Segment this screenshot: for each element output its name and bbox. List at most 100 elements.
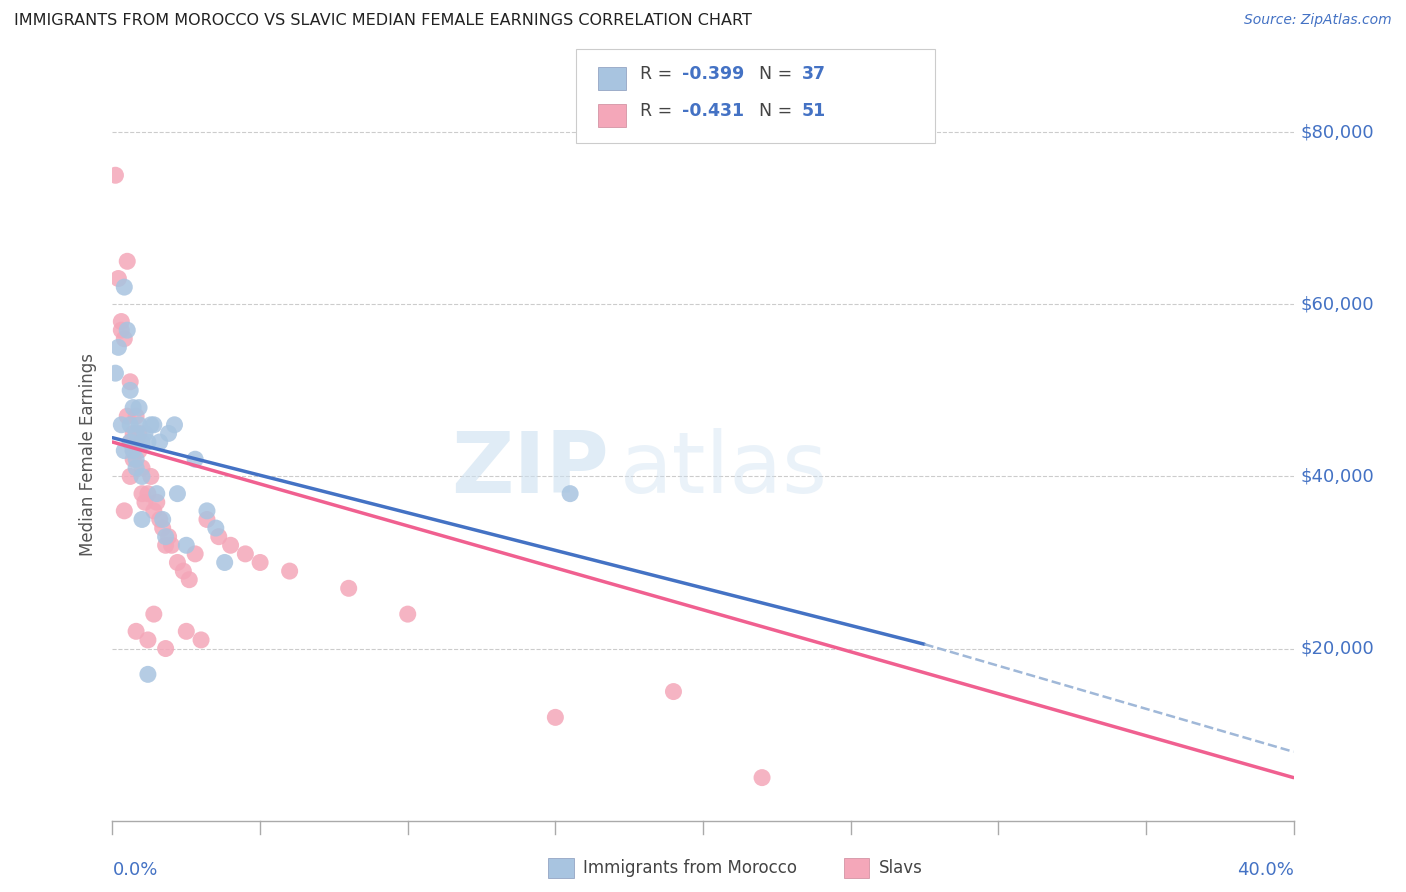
- Text: $80,000: $80,000: [1301, 123, 1374, 141]
- Point: [190, 632, 212, 647]
- Point: [110, 323, 132, 337]
- Point: [160, 538, 183, 552]
- Point: [107, 271, 129, 285]
- Point: [107, 340, 129, 354]
- Point: [120, 384, 142, 398]
- Point: [136, 486, 159, 500]
- Point: [214, 556, 236, 570]
- Text: Slavs: Slavs: [879, 859, 922, 877]
- Point: [139, 469, 162, 483]
- Point: [131, 469, 153, 483]
- Text: ZIP: ZIP: [451, 428, 609, 511]
- Point: [122, 401, 145, 415]
- Point: [112, 504, 135, 518]
- Point: [128, 443, 150, 458]
- Point: [184, 452, 207, 467]
- Point: [149, 435, 172, 450]
- Point: [125, 452, 148, 467]
- Text: $60,000: $60,000: [1301, 295, 1374, 313]
- Point: [142, 607, 165, 621]
- Point: [146, 495, 169, 509]
- Point: [122, 443, 145, 458]
- Point: [163, 417, 186, 432]
- Point: [122, 426, 145, 441]
- Point: [662, 684, 685, 698]
- Point: [128, 426, 150, 441]
- Point: [131, 435, 153, 450]
- Point: [120, 435, 142, 450]
- Point: [104, 366, 127, 380]
- Point: [184, 547, 207, 561]
- Point: [155, 538, 177, 552]
- Point: [131, 460, 153, 475]
- Point: [125, 409, 148, 424]
- Point: [125, 460, 148, 475]
- Point: [337, 582, 360, 596]
- Point: [120, 469, 142, 483]
- Text: IMMIGRANTS FROM MOROCCO VS SLAVIC MEDIAN FEMALE EARNINGS CORRELATION CHART: IMMIGRANTS FROM MOROCCO VS SLAVIC MEDIAN…: [14, 13, 752, 29]
- Point: [128, 401, 150, 415]
- Point: [205, 521, 228, 535]
- Point: [125, 624, 148, 639]
- Point: [155, 641, 177, 656]
- Point: [174, 624, 197, 639]
- Point: [152, 521, 174, 535]
- Point: [208, 530, 231, 544]
- Point: [233, 547, 256, 561]
- Point: [544, 710, 567, 724]
- Text: -0.431: -0.431: [682, 103, 744, 120]
- Point: [136, 435, 159, 450]
- Point: [120, 435, 142, 450]
- Point: [396, 607, 419, 621]
- Point: [120, 417, 142, 432]
- Point: [249, 556, 271, 570]
- Point: [134, 495, 156, 509]
- Point: [751, 771, 773, 785]
- Point: [122, 452, 145, 467]
- Point: [125, 426, 148, 441]
- Point: [117, 323, 138, 337]
- Text: -0.399: -0.399: [682, 65, 744, 83]
- Point: [166, 556, 188, 570]
- Point: [128, 417, 150, 432]
- Point: [131, 512, 153, 526]
- Point: [104, 168, 127, 182]
- Point: [117, 254, 138, 268]
- Point: [112, 443, 135, 458]
- Point: [142, 417, 165, 432]
- Text: $20,000: $20,000: [1301, 640, 1374, 657]
- Point: [122, 443, 145, 458]
- Point: [110, 314, 132, 328]
- Point: [174, 538, 197, 552]
- Text: R =: R =: [640, 65, 678, 83]
- Text: 40.0%: 40.0%: [1237, 861, 1294, 879]
- Point: [195, 504, 218, 518]
- Point: [172, 564, 194, 578]
- Point: [142, 504, 165, 518]
- Point: [166, 486, 188, 500]
- Point: [120, 375, 142, 389]
- Text: Immigrants from Morocco: Immigrants from Morocco: [583, 859, 797, 877]
- Point: [179, 573, 201, 587]
- Point: [139, 417, 162, 432]
- Text: atlas: atlas: [620, 428, 828, 511]
- Point: [157, 426, 180, 441]
- Point: [112, 332, 135, 346]
- Point: [149, 512, 172, 526]
- Point: [117, 409, 138, 424]
- Point: [195, 512, 218, 526]
- Point: [558, 486, 582, 500]
- Point: [278, 564, 301, 578]
- Text: Source: ZipAtlas.com: Source: ZipAtlas.com: [1244, 13, 1392, 28]
- Point: [131, 486, 153, 500]
- Point: [157, 530, 180, 544]
- Text: 51: 51: [801, 103, 825, 120]
- Y-axis label: Median Female Earnings: Median Female Earnings: [79, 353, 97, 557]
- Point: [112, 280, 135, 294]
- Text: 37: 37: [801, 65, 825, 83]
- Text: 0.0%: 0.0%: [112, 861, 157, 879]
- Text: $40,000: $40,000: [1301, 467, 1374, 485]
- Text: N =: N =: [759, 65, 799, 83]
- Point: [219, 538, 242, 552]
- Point: [134, 426, 156, 441]
